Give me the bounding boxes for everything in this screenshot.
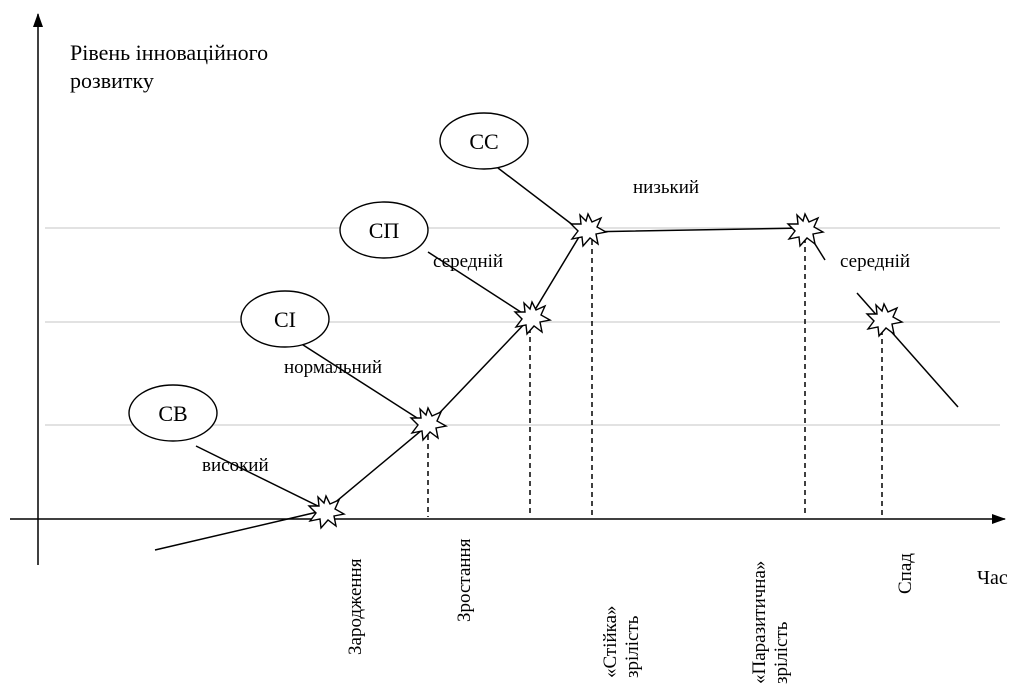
burst-marker-icon — [865, 302, 905, 338]
development-curve — [154, 227, 959, 551]
y-axis-label: Рівень інноваційного розвитку — [70, 40, 274, 93]
segment-label-low: низький — [633, 177, 699, 198]
ellipse-sp — [339, 201, 429, 259]
leader-line-ss — [497, 167, 583, 233]
stage-label-growth: Зростання — [454, 538, 475, 622]
segment-label-medium: середній — [433, 251, 503, 272]
x-axis-label: Час — [977, 567, 1008, 589]
y-axis-label-line: Рівень інноваційного — [70, 40, 268, 65]
stage-label-stable-line: зрілість — [622, 615, 643, 678]
stage-projections — [427, 238, 883, 517]
ellipse-si — [240, 290, 330, 348]
segment-label-high: високий — [202, 455, 269, 476]
burst-marker-icon — [569, 212, 609, 248]
circle-label-sv: СВ — [158, 401, 187, 426]
burst-markers — [307, 212, 905, 530]
leader-line-si — [299, 342, 429, 426]
ellipse-ss — [439, 112, 529, 170]
stage-label-stable: «Стійка» зрілість — [600, 601, 643, 678]
state-ellipses — [128, 112, 529, 442]
stage-label-origin: Зародження — [345, 558, 366, 655]
circle-label-si: СІ — [274, 307, 296, 332]
leader-line-sp — [427, 251, 531, 319]
curve-main — [154, 227, 806, 551]
ellipse-sv — [128, 384, 218, 442]
stage-label-decline: Спад — [895, 553, 916, 594]
leader-line-sv — [195, 445, 327, 511]
circle-label-sp: СП — [369, 218, 400, 243]
stage-label-parasitic-line: зрілість — [771, 621, 792, 684]
segment-label-normal: нормальний — [284, 357, 382, 378]
leader-lines — [195, 167, 826, 511]
stage-label-parasitic-line: «Паразитична» — [749, 561, 770, 684]
burst-marker-icon — [409, 406, 449, 442]
burst-marker-icon — [513, 300, 553, 336]
burst-marker-icon — [307, 494, 347, 530]
circle-label-ss: СС — [469, 129, 498, 154]
y-axis-label-line: розвитку — [70, 68, 154, 93]
curve-decline — [856, 292, 959, 408]
stage-label-stable-line: «Стійка» — [600, 605, 621, 678]
stage-label-parasitic: «Паразитична» зрілість — [749, 556, 792, 684]
segment-label-medium-2: середній — [840, 251, 910, 272]
burst-marker-icon — [786, 212, 826, 248]
